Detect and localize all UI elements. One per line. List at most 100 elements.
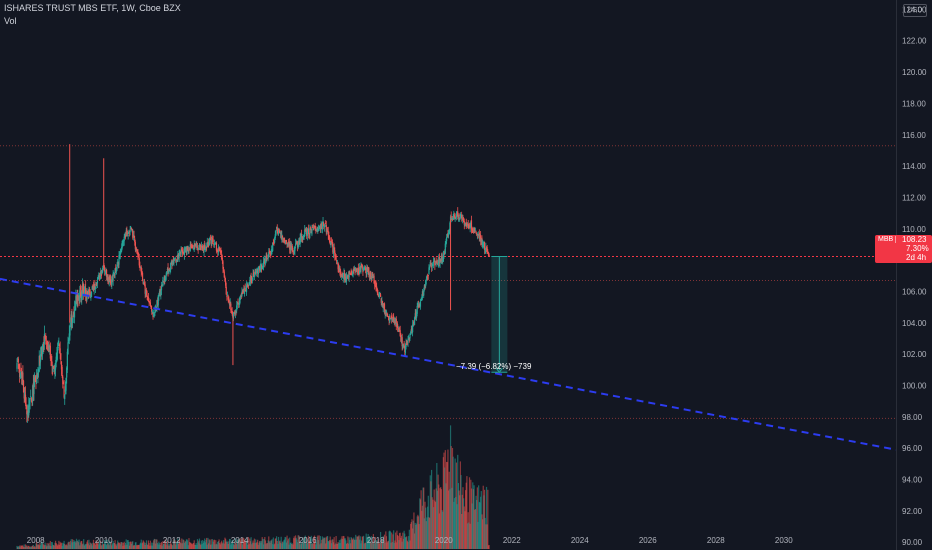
volume-bar (342, 539, 344, 549)
candle-body (23, 390, 25, 399)
candle-body (304, 229, 306, 236)
volume-bar (43, 544, 45, 549)
volume-bar (257, 544, 259, 549)
volume-bar (464, 490, 467, 549)
volume-bar (380, 539, 382, 549)
volume-bar (166, 540, 168, 549)
volume-bar (98, 544, 100, 549)
volume-bar (277, 536, 280, 549)
volume-bar (146, 544, 148, 549)
volume-bar (140, 539, 142, 549)
candle-body (421, 291, 424, 299)
candle-body (306, 229, 308, 236)
candle-body (282, 237, 284, 239)
volume-bar (152, 542, 154, 549)
currency-button[interactable]: USD (903, 4, 927, 17)
volume-bar (228, 538, 231, 549)
candle-body (141, 272, 144, 281)
candle-body (170, 261, 172, 263)
candle-body (485, 247, 488, 249)
candle-body (22, 380, 25, 393)
volume-bar (158, 543, 161, 549)
volume-bar (122, 542, 125, 549)
candle-body (215, 242, 218, 251)
candle-body (214, 242, 216, 244)
candle-body (415, 312, 418, 318)
volume-bar (107, 543, 109, 549)
candle-body (226, 295, 229, 297)
candle-body (171, 262, 173, 265)
candle-body (272, 242, 274, 245)
candle-body (236, 305, 238, 311)
candle-body (478, 232, 480, 239)
volume-bar (427, 495, 429, 549)
volume-bar (444, 467, 446, 549)
candle-body (221, 257, 223, 261)
x-tick-label: 2020 (435, 536, 453, 545)
x-tick-label: 2028 (707, 536, 725, 545)
volume-bar (20, 545, 22, 549)
candle-body (307, 228, 309, 230)
volume-bar (282, 542, 284, 549)
candle-body (173, 258, 175, 264)
volume-bar (354, 539, 356, 549)
candle-body (40, 353, 42, 357)
candle-body (396, 323, 399, 329)
volume-bar (404, 533, 406, 549)
candle-body (339, 268, 341, 275)
candle-body (477, 234, 479, 236)
candle-body (43, 344, 45, 346)
candle-body (438, 257, 441, 263)
candle-body (487, 252, 490, 256)
volume-bar (345, 540, 347, 549)
candle-body (257, 269, 259, 274)
volume-bar (365, 533, 367, 549)
candle-body (473, 227, 475, 232)
candle-body (104, 271, 106, 273)
candle-body (324, 223, 326, 227)
candle-body (283, 238, 285, 240)
volume-bar (169, 543, 171, 549)
volume-bar (337, 541, 339, 549)
volume-bar (68, 541, 70, 549)
candle-body (417, 304, 420, 308)
candle-body (297, 243, 299, 248)
candle-body (209, 238, 212, 241)
candle-body (472, 230, 474, 232)
volume-bar (83, 539, 85, 549)
volume-bar (278, 541, 280, 549)
volume-bar (113, 542, 115, 549)
candle-body (308, 228, 310, 235)
volume-bar (20, 545, 23, 549)
candle-body (344, 273, 346, 281)
candle-body (60, 361, 63, 370)
volume-bar (182, 539, 184, 549)
candle-body (369, 273, 371, 278)
volume-bar (307, 539, 309, 549)
volume-bar (477, 521, 479, 549)
candle-body (115, 267, 117, 272)
candle-body (169, 270, 171, 272)
volume-bar (346, 542, 348, 549)
candle-body (113, 273, 116, 277)
volume-bar (339, 543, 341, 549)
volume-bar (392, 534, 394, 549)
volume-bar (315, 541, 318, 549)
candle-body (121, 247, 123, 252)
volume-bar (303, 537, 305, 549)
candle-body (361, 263, 363, 266)
x-tick-label: 2030 (775, 536, 793, 545)
volume-bar (396, 530, 398, 549)
volume-bar (180, 543, 182, 549)
candle-body (96, 280, 99, 284)
candle-body (316, 229, 318, 231)
volume-bar (338, 540, 340, 549)
candle-body (172, 261, 174, 264)
volume-bar (479, 502, 481, 549)
volume-bar (100, 540, 102, 549)
candle-body (366, 266, 369, 272)
volume-bar (37, 544, 40, 549)
candle-body (281, 234, 283, 240)
volume-bar (230, 543, 233, 549)
